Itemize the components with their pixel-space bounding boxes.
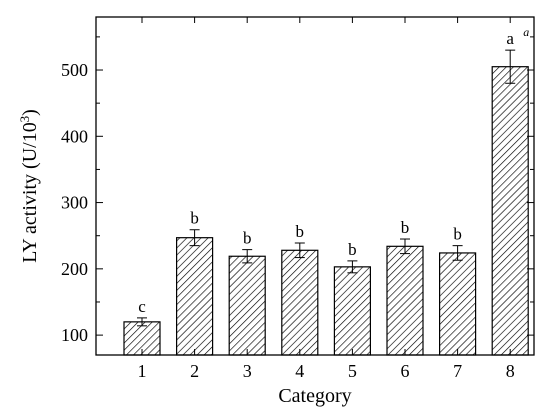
x-tick-label: 8 — [506, 361, 515, 381]
bar-5 — [333, 266, 371, 356]
significance-label-3: b — [243, 229, 252, 248]
axes-group: 100 200 300 400 500 1 2 3 4 5 6 7 8 — [61, 16, 535, 381]
error-bar-3 — [242, 249, 253, 264]
bar-8 — [491, 66, 529, 356]
x-tick-label: 1 — [138, 361, 147, 381]
y-axis-label-sup: 3 — [17, 116, 32, 123]
bar-3 — [228, 255, 266, 356]
y-tick-label: 400 — [61, 126, 88, 146]
x-tick-label: 2 — [190, 361, 199, 381]
y-tick-label: 500 — [61, 60, 88, 80]
plot-frame — [95, 16, 535, 356]
error-bar-4 — [294, 242, 305, 259]
y-tick-label: 200 — [61, 259, 88, 279]
bar-7 — [439, 252, 477, 356]
significance-label-5: b — [348, 240, 357, 259]
bar-6 — [386, 245, 424, 356]
error-bars-group — [137, 49, 516, 327]
x-tick-label: 7 — [453, 361, 462, 381]
x-tick-label: 5 — [348, 361, 357, 381]
error-bar-2 — [189, 229, 200, 247]
significance-label-2: b — [190, 209, 199, 228]
error-bar-7 — [452, 245, 463, 261]
x-tick-label: 4 — [295, 361, 304, 381]
error-bar-8 — [505, 49, 516, 84]
significance-superscript-8: a — [523, 25, 529, 39]
significance-label-1: c — [138, 297, 146, 316]
y-axis-label-main: LY activity (U/10 — [19, 122, 41, 263]
significance-label-7: b — [453, 225, 462, 244]
error-bar-1 — [137, 317, 147, 327]
y-tick-label: 300 — [61, 193, 88, 213]
y-tick-label: 100 — [61, 325, 88, 345]
y-axis-label-end: ) — [19, 109, 41, 116]
error-bar-6 — [400, 238, 410, 255]
error-bar-5 — [347, 260, 358, 274]
x-axis-label: Category — [278, 385, 351, 407]
significance-labels-group: c b b b b b b a a — [138, 25, 529, 316]
x-tick-label: 3 — [243, 361, 252, 381]
significance-label-8: a — [506, 29, 514, 48]
bar-4 — [281, 249, 319, 356]
bars-group — [123, 66, 529, 356]
bar-2 — [176, 237, 214, 356]
significance-label-6: b — [401, 218, 410, 237]
y-axis-label: LY activity (U/103) — [17, 109, 42, 263]
x-tick-label: 6 — [401, 361, 410, 381]
significance-label-4: b — [296, 222, 305, 241]
